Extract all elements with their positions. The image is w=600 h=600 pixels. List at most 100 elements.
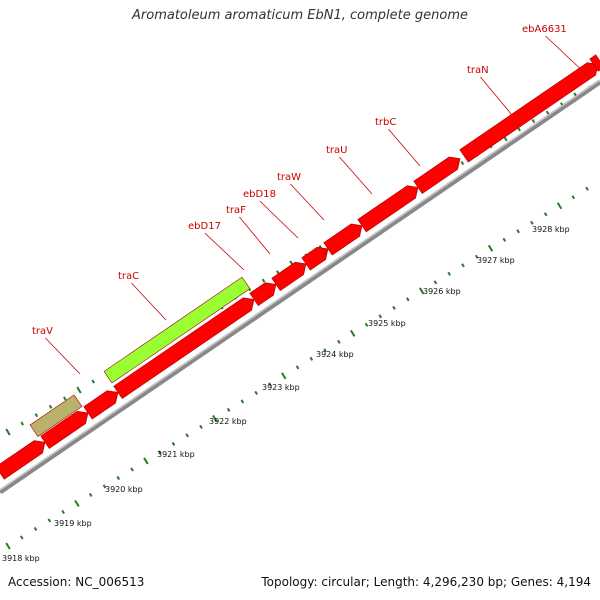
topology-text: Topology: circular; Length: 4,296,230 bp… — [261, 575, 591, 589]
cds-feature — [323, 223, 363, 256]
scale-label: 3926 kbp — [423, 287, 461, 296]
gene-label-ebD17: ebD17 — [188, 221, 221, 232]
accession-text: Accession: NC_006513 — [8, 575, 145, 589]
scale-tick — [61, 509, 65, 515]
gene-leader-line — [545, 35, 589, 77]
gene-label-traW: traW — [277, 172, 301, 183]
scale-label-layer: 3918 kbp 3919 kbp 3920 kbp 3921 kbp 3922 kbp… — [2, 225, 570, 563]
outer-tick — [34, 413, 39, 418]
scale-tick — [74, 499, 80, 507]
scale-label: 3919 kbp — [54, 519, 92, 528]
cds-feature — [113, 297, 255, 399]
gene-label-traU: traU — [326, 145, 347, 156]
cds-feature — [249, 282, 277, 307]
backbone-highlight — [0, 79, 600, 491]
scale-tick — [556, 202, 563, 210]
scale-tick — [418, 287, 425, 295]
gene-leader-line — [480, 76, 513, 116]
gene-leader-line — [290, 183, 325, 221]
cds-feature — [83, 390, 119, 420]
gene-leader-line — [45, 337, 81, 375]
scale-tick — [433, 280, 438, 285]
cds-feature — [301, 246, 329, 271]
scale-tick — [47, 518, 52, 523]
scale-tick — [487, 244, 494, 252]
scale-tick — [474, 254, 479, 259]
scale-tick — [406, 297, 410, 302]
gene-leader-line — [339, 156, 373, 195]
scale-tick — [323, 348, 327, 353]
scale-tick — [516, 229, 520, 234]
gene-label-ebD18: ebD18 — [243, 189, 276, 200]
scale-tick — [116, 475, 121, 481]
scale-tick — [157, 450, 162, 455]
gene-leader-line — [259, 200, 299, 239]
gene-label-traF: traF — [226, 205, 246, 216]
scale-tick — [281, 372, 287, 380]
outer-tick — [517, 127, 521, 132]
gene-label-trbC: trbC — [375, 117, 396, 128]
gene-leader-line — [131, 282, 167, 321]
outer-tick — [545, 110, 550, 115]
outer-tick — [531, 119, 536, 124]
scale-label: 3921 kbp — [157, 450, 195, 459]
scale-tick — [543, 212, 548, 217]
scale-tick — [349, 329, 356, 337]
scale-tick — [19, 535, 24, 540]
outer-tick — [20, 421, 24, 426]
cds-feature — [357, 185, 419, 233]
cds-feature — [413, 156, 461, 194]
gene-label-traV: traV — [32, 326, 53, 337]
feature-track — [0, 54, 600, 480]
gene-leader-line — [204, 232, 245, 271]
scale-tick — [33, 526, 38, 532]
scale-tick — [240, 399, 245, 404]
outer-tick — [48, 404, 53, 409]
scale-label: 3927 kbp — [477, 256, 515, 265]
outer-tick — [76, 386, 82, 394]
outer-tick — [91, 379, 95, 384]
scale-label: 3925 kbp — [368, 319, 406, 328]
scale-tick — [143, 457, 149, 465]
scale-tick — [268, 382, 272, 387]
scale-label: 3920 kbp — [105, 485, 143, 494]
scale-tick — [378, 314, 383, 319]
scale-tick — [185, 433, 190, 438]
gene-label-traC: traC — [118, 271, 139, 282]
cds-feature — [0, 440, 46, 480]
outer-tick — [460, 161, 465, 166]
outer-tick — [261, 278, 266, 283]
outer-tick — [5, 428, 11, 436]
scale-tick — [212, 414, 218, 422]
outer-tick — [63, 396, 67, 401]
scale-label: 3923 kbp — [262, 383, 300, 392]
genome-backbone — [0, 79, 600, 495]
scale-tick — [5, 542, 11, 550]
gene-label-traN: traN — [467, 65, 489, 76]
map-title: Aromatoleum aromaticum EbN1, complete ge… — [132, 8, 468, 23]
scale-tick — [88, 492, 93, 498]
cds-other-feature — [29, 394, 83, 437]
scale-tick — [130, 467, 134, 472]
gene-label-ebA6631: ebA6631 — [522, 24, 567, 35]
cds-feature — [40, 410, 89, 449]
scale-label: 3918 kbp — [2, 554, 40, 563]
scale-tick-track — [5, 186, 589, 550]
scale-tick — [102, 484, 107, 489]
scale-tick — [337, 339, 341, 344]
cds-feature — [271, 261, 307, 292]
scale-tick — [571, 195, 576, 200]
scale-label: 3924 kbp — [316, 350, 354, 359]
scale-tick — [171, 441, 176, 446]
scale-tick — [364, 322, 369, 327]
gene-leader-line — [388, 128, 421, 167]
cds-highlight-feature — [103, 276, 251, 384]
scale-tick — [392, 305, 396, 310]
scale-tick — [530, 220, 534, 225]
scale-tick — [226, 407, 231, 412]
scale-label: 3928 kbp — [532, 225, 570, 234]
scale-tick — [199, 424, 203, 429]
gene-leader-line — [239, 216, 271, 255]
